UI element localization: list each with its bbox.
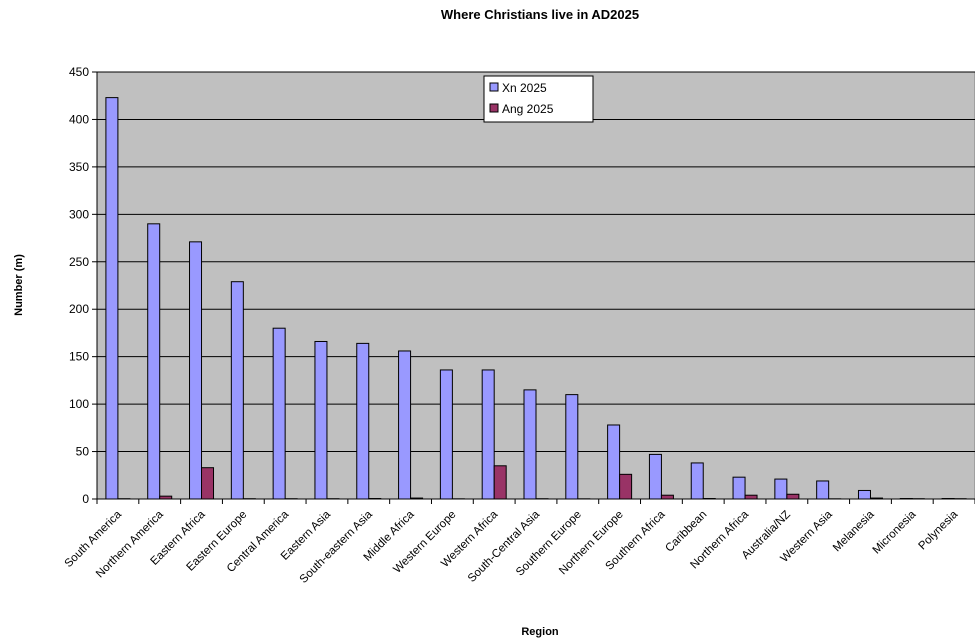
bar-ang xyxy=(201,467,215,500)
bar-xn xyxy=(189,241,203,500)
x-tick-label: South-Central Asia xyxy=(466,508,543,585)
bar-ang xyxy=(660,494,674,500)
x-tick-label: Micronesia xyxy=(871,508,919,556)
y-tick-label: 350 xyxy=(69,160,89,174)
legend-swatch-xn xyxy=(489,82,499,92)
bars xyxy=(105,97,967,500)
bar-xn xyxy=(356,342,370,500)
legend-label-ang: Ang 2025 xyxy=(502,102,554,116)
bar-xn xyxy=(816,480,830,500)
bar-xn xyxy=(481,369,495,500)
legend: Xn 2025 Ang 2025 xyxy=(483,75,594,123)
y-tick-label: 250 xyxy=(69,255,89,269)
bar-xn xyxy=(857,489,871,500)
x-tick-label: Polynesia xyxy=(916,508,960,552)
y-tick-label: 0 xyxy=(82,492,89,506)
y-tick-label: 50 xyxy=(76,445,90,459)
bar-xn xyxy=(439,369,453,500)
bar-xn xyxy=(314,340,328,500)
bar-xn xyxy=(565,394,579,500)
bar-xn xyxy=(398,350,412,500)
bar-ang xyxy=(744,494,758,500)
bar-xn xyxy=(648,453,662,500)
y-axis-title: Number (m) xyxy=(13,254,25,316)
bar-ang xyxy=(786,493,800,500)
bar-ang xyxy=(619,473,633,500)
legend-box xyxy=(483,75,594,123)
y-tick-label: 200 xyxy=(69,302,89,316)
bar-xn xyxy=(732,476,746,500)
bar-xn xyxy=(774,478,788,500)
bar-xn xyxy=(105,97,119,500)
chart-title: Where Christians live in AD2025 xyxy=(441,7,639,22)
bar-xn xyxy=(272,327,286,500)
x-tick-label: South-eastern Asia xyxy=(298,508,376,586)
legend-swatch-ang xyxy=(489,103,499,113)
y-tick-label: 450 xyxy=(69,65,89,79)
bar-xn xyxy=(607,424,621,500)
bar-xn xyxy=(147,223,161,500)
bar-xn xyxy=(230,281,244,500)
x-axis-title: Region xyxy=(521,626,559,638)
y-tick-label: 150 xyxy=(69,350,89,364)
y-axis-ticks: 0 50 100 150 200 250 300 350 400 450 xyxy=(69,65,97,506)
bar-xn xyxy=(523,389,537,500)
bar-ang xyxy=(493,465,507,500)
y-tick-label: 300 xyxy=(69,207,89,221)
legend-label-xn: Xn 2025 xyxy=(502,81,547,95)
bar-xn xyxy=(690,462,704,500)
y-tick-label: 400 xyxy=(69,112,89,126)
y-tick-label: 100 xyxy=(69,397,89,411)
